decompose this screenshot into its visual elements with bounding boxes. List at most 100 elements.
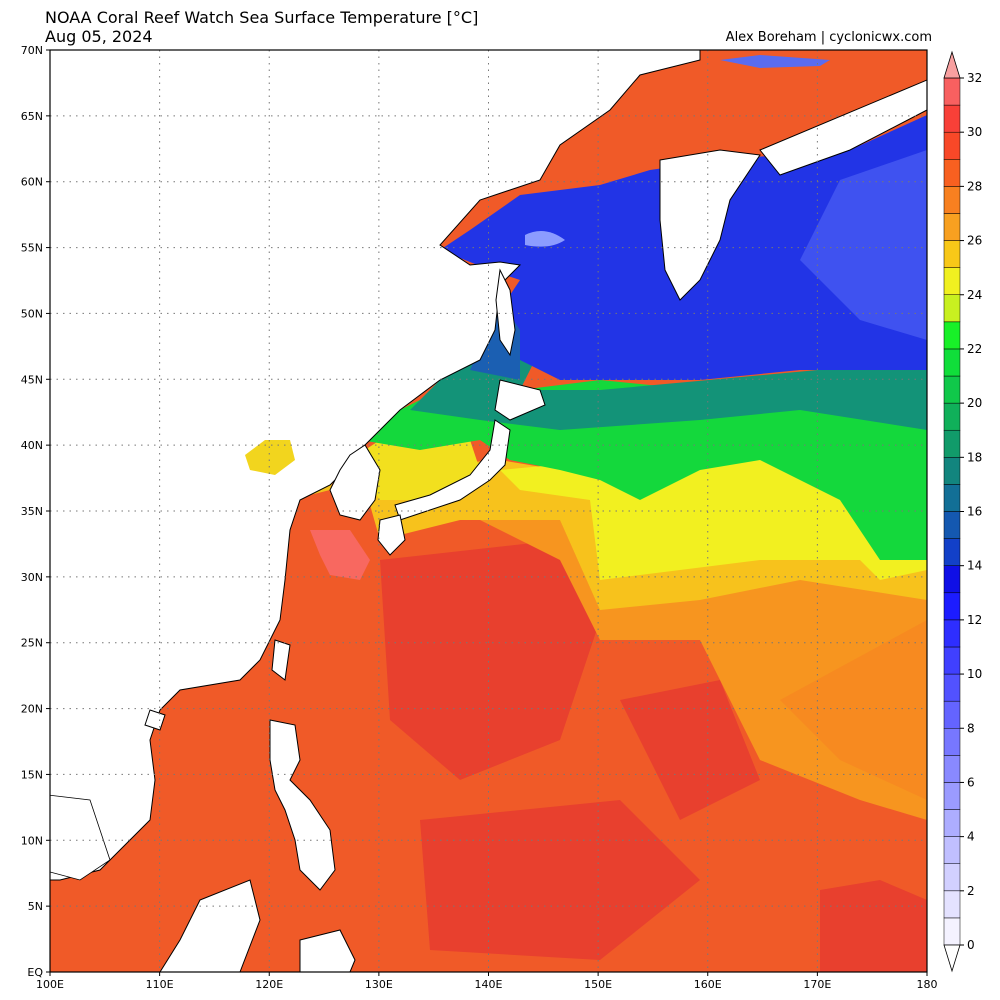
lat-tick-label: 60N: [21, 176, 43, 189]
lon-tick-label: 150E: [584, 978, 612, 991]
colorbar-segment: [943, 348, 961, 377]
indochina: [50, 794, 111, 881]
colorbar-label: 22: [967, 342, 982, 356]
colorbar-segment: [943, 782, 961, 810]
colorbar-segment: [943, 863, 961, 892]
lon-tick-label: 180: [917, 978, 938, 991]
colorbar-segment: [943, 619, 961, 648]
lat-tick-label: 70N: [21, 44, 43, 57]
colorbar-label: 14: [967, 559, 982, 573]
colorbar-segment: [943, 267, 961, 295]
borneo: [159, 879, 261, 972]
colorbar-segment: [943, 538, 961, 566]
lat-tick-label: 10N: [21, 834, 43, 847]
lat-tick-label: 65N: [21, 110, 43, 123]
bohai-sea: [245, 440, 295, 475]
lon-tick-label: 140E: [475, 978, 503, 991]
lon-tick-label: 130E: [365, 978, 393, 991]
colorbar-label: 16: [967, 505, 982, 519]
colorbar-segment: [943, 131, 961, 160]
lat-tick-label: 40N: [21, 439, 43, 452]
colorbar-segment: [943, 429, 961, 458]
colorbar-segment: [943, 728, 961, 756]
sea-of-japan-south: [350, 440, 480, 500]
colorbar-label: 2: [967, 884, 975, 898]
colorbar-label: 4: [967, 830, 975, 844]
lat-tick-label: 30N: [21, 571, 43, 584]
colorbar-segment: [943, 592, 961, 621]
honshu: [394, 419, 511, 521]
colorbar-segment: [943, 321, 961, 350]
lat-tick-label: 25N: [21, 637, 43, 650]
lat-tick-label: 50N: [21, 307, 43, 320]
lat-tick-label: 35N: [21, 505, 43, 518]
colorbar-label: 28: [967, 179, 982, 193]
date-text: Aug 05, 2024: [45, 27, 153, 46]
ocean-transition: [780, 620, 927, 800]
lon-tick-label: 120E: [255, 978, 283, 991]
colorbar-label: 32: [967, 71, 982, 85]
lon-tick-label: 110E: [146, 978, 174, 991]
colorbar-segment: [943, 917, 961, 946]
sulawesi: [299, 929, 356, 972]
colorbar-segment: [943, 104, 961, 133]
colorbar-segment: [943, 565, 961, 594]
lon-tick-label: 160E: [694, 978, 722, 991]
colorbar-segment: [943, 77, 961, 106]
colorbar-segment: [943, 186, 961, 214]
colorbar-segment: [943, 294, 961, 323]
korea: [329, 444, 381, 521]
colorbar-extend-max: [943, 50, 961, 79]
colorbar-segment: [943, 484, 961, 512]
colorbar-segment: [943, 836, 961, 864]
colorbar-label: 12: [967, 613, 982, 627]
lat-tick-label: 15N: [21, 768, 43, 781]
colorbar-segment: [943, 457, 961, 485]
gridlines: [46, 49, 928, 976]
bering-sea-light: [800, 150, 927, 340]
credit-text: Alex Boreham | cyclonicwx.com: [725, 30, 932, 45]
ocean-warm-patch: [620, 680, 760, 820]
colorbar-extend-min: [943, 944, 961, 973]
colorbar-segment: [943, 646, 961, 675]
colorbar-segment: [943, 240, 961, 268]
longitude-labels: 100E 110E 120E 130E 140E 150E 160E 170E 180: [36, 978, 937, 991]
arctic-sea: [720, 55, 830, 68]
latitude-labels: EQ 5N 10N 15N 20N 25N 30N 35N 40N 45N 50N 55N 60N 65N…: [21, 44, 44, 979]
colorbar-label: 0: [967, 938, 975, 952]
colorbar-label: 26: [967, 234, 982, 248]
colorbar-segment: [943, 402, 961, 431]
colorbar-label: 30: [967, 125, 982, 139]
map-content: [50, 50, 927, 972]
map-frame: [49, 49, 928, 973]
colorbar-segment: [943, 673, 961, 702]
hokkaido: [494, 379, 546, 421]
sakhalin: [495, 268, 516, 357]
taiwan: [271, 639, 291, 681]
colorbar-segment: [943, 375, 961, 404]
philippines: [269, 719, 336, 891]
colorbar-segment: [943, 159, 961, 187]
colorbar-segment: [943, 890, 961, 919]
colorbar-label: 20: [967, 396, 982, 410]
lat-tick-label: 5N: [28, 900, 43, 913]
colorbar-segment: [943, 809, 961, 837]
kyushu: [377, 514, 406, 556]
ocean-warm-patch: [380, 540, 600, 780]
colorbar-segment: [943, 700, 961, 729]
chukotka: [759, 79, 927, 176]
colorbar-segment: [943, 213, 961, 241]
map-title: NOAA Coral Reef Watch Sea Surface Temper…: [45, 8, 478, 46]
colorbar-label: 6: [967, 775, 975, 789]
ocean-warm-patch: [820, 880, 927, 972]
colorbar-segment: [943, 511, 961, 539]
lat-tick-label: 20N: [21, 703, 43, 716]
lat-tick-label: EQ: [27, 966, 43, 979]
colorbar-label: 8: [967, 721, 975, 735]
east-china-sea-hot: [310, 530, 370, 580]
lon-tick-label: 100E: [36, 978, 64, 991]
colorbar-label: 24: [967, 288, 982, 302]
title-text: NOAA Coral Reef Watch Sea Surface Temper…: [45, 8, 479, 27]
